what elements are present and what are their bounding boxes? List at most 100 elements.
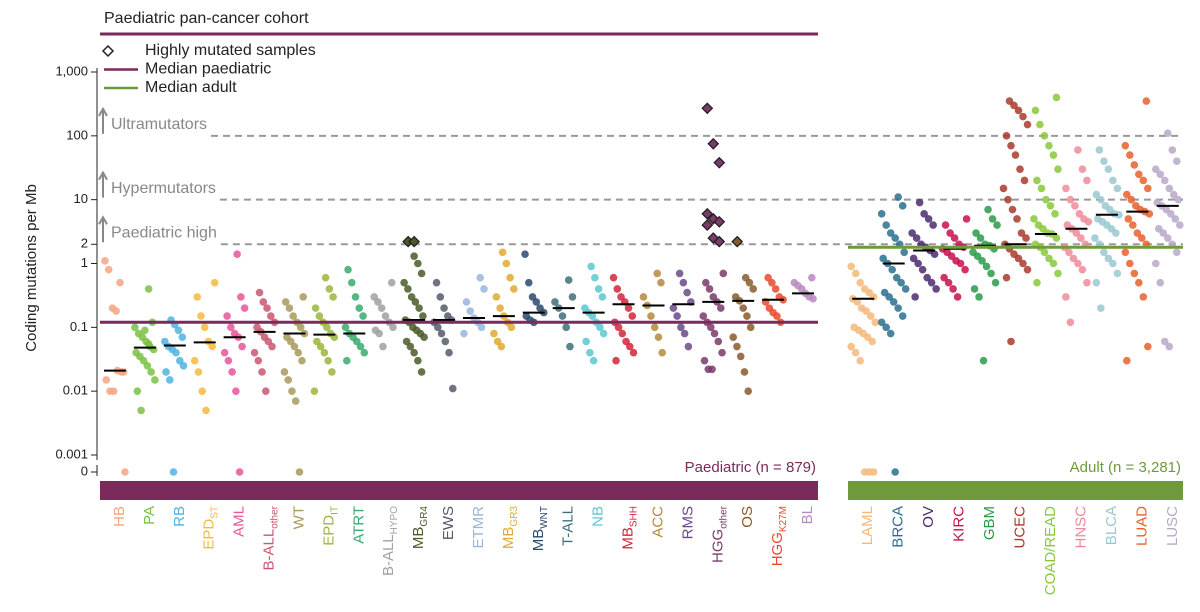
point (193, 293, 202, 301)
point (658, 348, 667, 357)
point (414, 356, 422, 365)
point (141, 326, 149, 335)
point (420, 333, 428, 342)
point (290, 342, 299, 351)
legend-label: Median paediatric (145, 61, 271, 78)
threshold-label: Hypermutators (111, 180, 216, 197)
category-sub: IT (330, 506, 341, 515)
point (492, 293, 501, 301)
point (612, 356, 620, 365)
point (749, 285, 758, 293)
point (886, 329, 895, 338)
point (1104, 165, 1113, 174)
category-name: KIRC (951, 506, 968, 542)
point (710, 329, 719, 338)
group-bar (100, 481, 818, 500)
point (165, 376, 174, 384)
category-label: MBGR3 (500, 506, 520, 550)
point (740, 368, 749, 376)
point (144, 340, 153, 348)
point (342, 356, 351, 365)
point (647, 312, 655, 320)
point (654, 333, 663, 342)
category-name: OV (920, 506, 937, 528)
point (1163, 129, 1172, 137)
category-label: OV (920, 506, 937, 528)
point (988, 215, 997, 223)
point (736, 352, 745, 361)
point (683, 288, 691, 297)
point (466, 307, 475, 315)
category-label: PA (141, 506, 158, 525)
point (1004, 195, 1012, 204)
point (911, 293, 919, 301)
point (323, 323, 331, 332)
point (956, 259, 965, 268)
point (355, 304, 364, 312)
category-name: MB (500, 527, 517, 550)
y-tick-label: 0 (81, 463, 88, 478)
point (653, 269, 662, 278)
point (950, 234, 959, 242)
point (589, 356, 598, 365)
point (596, 323, 604, 332)
point (886, 229, 895, 237)
point (440, 304, 448, 312)
y-tick-label: 0.01 (63, 383, 88, 398)
point (299, 293, 308, 301)
category-name: BRCA (890, 506, 907, 548)
point (1069, 254, 1078, 263)
point (1123, 190, 1131, 199)
point (259, 298, 268, 306)
point (1113, 269, 1122, 278)
point (582, 337, 590, 346)
point (172, 348, 180, 357)
category-name: ATRT (350, 506, 367, 544)
point (227, 323, 235, 332)
point (1072, 229, 1081, 237)
point (1166, 210, 1175, 218)
point (746, 323, 755, 332)
point (1121, 141, 1130, 150)
point (675, 269, 684, 278)
point (316, 342, 325, 351)
point (1156, 278, 1165, 287)
point (284, 376, 293, 384)
point (853, 298, 862, 306)
point (532, 298, 541, 306)
point (521, 250, 529, 258)
y-tick-label: 1,000 (55, 63, 88, 78)
category-name: NB (590, 506, 607, 527)
point (680, 329, 689, 338)
point (714, 337, 723, 346)
category-name: LAML (859, 506, 876, 545)
point (699, 312, 708, 320)
point (102, 376, 111, 384)
point (999, 184, 1008, 193)
point (1100, 248, 1108, 257)
point (1121, 248, 1130, 257)
point (324, 356, 332, 365)
point (908, 229, 916, 237)
point (524, 278, 533, 287)
threshold-label: Ultramutators (111, 116, 207, 133)
point (885, 293, 893, 301)
point (1135, 170, 1143, 179)
point (1151, 259, 1160, 268)
point (551, 298, 559, 306)
point (233, 250, 241, 258)
category-name: HGG (769, 532, 786, 566)
point (1066, 318, 1075, 327)
point (944, 278, 953, 287)
point (261, 387, 270, 395)
group-label: Paediatric (n = 879) (685, 459, 816, 476)
point (387, 278, 396, 287)
point (341, 323, 350, 332)
point (476, 273, 485, 282)
point (1002, 273, 1011, 282)
point (400, 278, 408, 287)
point (462, 298, 471, 306)
highly-mutated (707, 232, 720, 245)
point (1095, 146, 1104, 154)
point (877, 318, 886, 327)
